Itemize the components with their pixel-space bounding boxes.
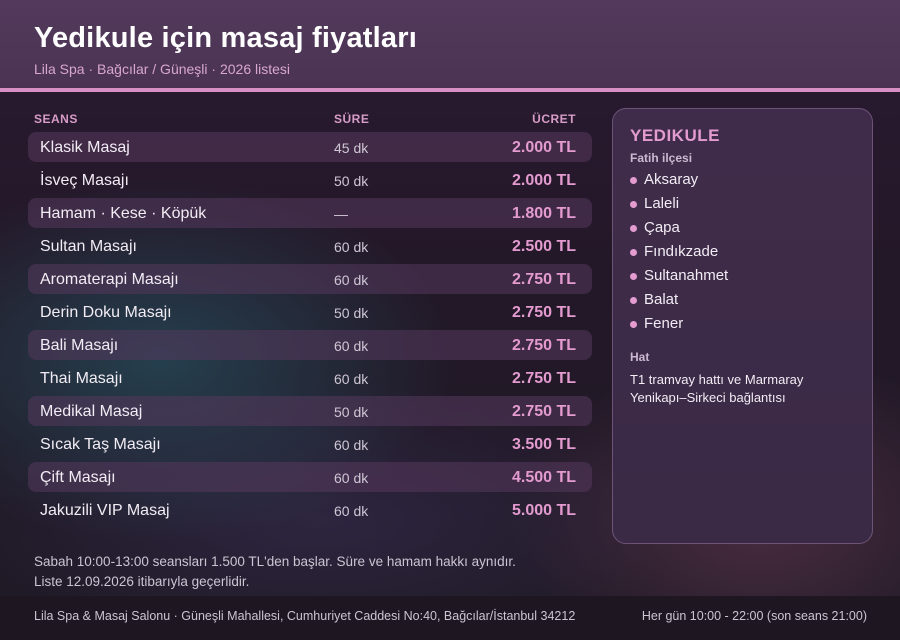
page-footer: Lila Spa & Masaj Salonu · Güneşli Mahall… [0, 596, 900, 640]
session-price: 4.500 TL [511, 469, 576, 486]
neighborhood-name: Sultanahmet [644, 267, 729, 284]
table-row: Thai Masajı 60 dk 2.750 TL [28, 363, 592, 393]
session-duration: 50 dk [334, 404, 369, 420]
session-duration: 60 dk [334, 437, 369, 453]
session-duration: 50 dk [334, 173, 369, 189]
neighborhood-name: Çapa [644, 219, 680, 236]
session-price: 2.500 TL [511, 238, 576, 255]
session-duration: — [334, 206, 348, 222]
session-price: 1.800 TL [511, 205, 576, 222]
session-duration: 45 dk [334, 140, 369, 156]
footer-hours: Her gün 10:00 - 22:00 (son seans 21:00) [641, 609, 867, 623]
list-item: Laleli [630, 195, 728, 219]
table-row: Çift Masajı 60 dk 4.500 TL [28, 462, 592, 492]
session-duration: 60 dk [334, 371, 369, 387]
table-row: Jakuzili VIP Masaj 60 dk 5.000 TL [28, 495, 592, 525]
session-price: 2.750 TL [511, 403, 576, 420]
bullet-icon [630, 249, 637, 256]
session-name: Thai Masajı [40, 370, 123, 387]
page-title: Yedikule için masaj fiyatları [34, 22, 417, 54]
bullet-icon [630, 201, 637, 208]
column-header-session: SEANS [34, 112, 78, 126]
bullet-icon [630, 273, 637, 280]
session-name: Derin Doku Masajı [40, 304, 172, 321]
bullet-icon [630, 297, 637, 304]
neighborhood-name: Aksaray [644, 171, 699, 188]
bullet-icon [630, 225, 637, 232]
neighborhood-name: Fındıkzade [644, 243, 719, 260]
table-row: Bali Masajı 60 dk 2.750 TL [28, 330, 592, 360]
session-price: 5.000 TL [511, 502, 576, 519]
location-panel: YEDIKULE Fatih ilçesi Aksaray Laleli Çap… [612, 108, 873, 544]
transit-text: T1 tramvay hattı ve Marmaray Yenikapı–Si… [630, 372, 804, 405]
session-duration: 50 dk [334, 305, 369, 321]
session-duration: 60 dk [334, 272, 369, 288]
table-row: Sıcak Taş Masajı 60 dk 3.500 TL [28, 429, 592, 459]
list-item: Sultanahmet [630, 267, 728, 291]
session-name: Jakuzili VIP Masaj [40, 502, 170, 519]
table-row: Hamam · Kese · Köpük — 1.800 TL [28, 198, 592, 228]
list-item: Fındıkzade [630, 243, 728, 267]
district-label: Fatih ilçesi [630, 151, 693, 165]
session-name: İsveç Masajı [40, 172, 129, 189]
list-item: Fener [630, 315, 728, 339]
session-name: Medikal Masaj [40, 403, 143, 420]
session-price: 3.500 TL [511, 436, 576, 453]
session-name: Sultan Masajı [40, 238, 137, 255]
bullet-icon [630, 321, 637, 328]
page-subtitle: Lila Spa · Bağcılar / Güneşli · 2026 lis… [34, 61, 291, 77]
session-price: 2.750 TL [511, 337, 576, 354]
session-duration: 60 dk [334, 470, 369, 486]
session-duration: 60 dk [334, 503, 369, 519]
list-item: Aksaray [630, 171, 728, 195]
price-notes: Sabah 10:00-13:00 seansları 1.500 TL'den… [34, 552, 516, 592]
neighborhood-name: Fener [644, 315, 684, 332]
table-row: Medikal Masaj 50 dk 2.750 TL [28, 396, 592, 426]
session-name: Hamam · Kese · Köpük [40, 205, 207, 222]
session-duration: 60 dk [334, 239, 369, 255]
list-item: Balat [630, 291, 728, 315]
column-header-duration: SÜRE [334, 112, 370, 126]
list-item: Çapa [630, 219, 728, 243]
session-name: Sıcak Taş Masajı [40, 436, 161, 453]
note-line: Sabah 10:00-13:00 seansları 1.500 TL'den… [34, 554, 516, 569]
header-divider [0, 88, 900, 92]
footer-address: Lila Spa & Masaj Salonu · Güneşli Mahall… [34, 609, 576, 623]
session-name: Bali Masajı [40, 337, 119, 354]
bullet-icon [630, 177, 637, 184]
session-duration: 60 dk [334, 338, 369, 354]
area-title: YEDIKULE [630, 126, 720, 145]
table-row: Klasik Masaj 45 dk 2.000 TL [28, 132, 592, 162]
session-price: 2.750 TL [511, 271, 576, 288]
column-header-price: ÜCRET [532, 112, 576, 126]
table-row: Sultan Masajı 60 dk 2.500 TL [28, 231, 592, 261]
transit-label: Hat [630, 350, 650, 364]
session-name: Çift Masajı [40, 469, 116, 486]
session-price: 2.000 TL [511, 139, 576, 156]
session-price: 2.750 TL [511, 370, 576, 387]
price-table: Klasik Masaj 45 dk 2.000 TL İsveç Masajı… [28, 132, 592, 528]
neighborhood-name: Laleli [644, 195, 680, 212]
page-header: Yedikule için masaj fiyatları Lila Spa ·… [0, 0, 900, 88]
table-row: Aromaterapi Masajı 60 dk 2.750 TL [28, 264, 592, 294]
session-name: Aromaterapi Masajı [40, 271, 179, 288]
table-row: Derin Doku Masajı 50 dk 2.750 TL [28, 297, 592, 327]
neighborhood-name: Balat [644, 291, 679, 308]
session-name: Klasik Masaj [40, 139, 130, 156]
note-line: Liste 12.09.2026 itibarıyla geçerlidir. [34, 574, 250, 589]
session-price: 2.750 TL [511, 304, 576, 321]
table-row: İsveç Masajı 50 dk 2.000 TL [28, 165, 592, 195]
session-price: 2.000 TL [511, 172, 576, 189]
neighborhood-list: Aksaray Laleli Çapa Fındıkzade Sultanahm… [630, 171, 728, 339]
